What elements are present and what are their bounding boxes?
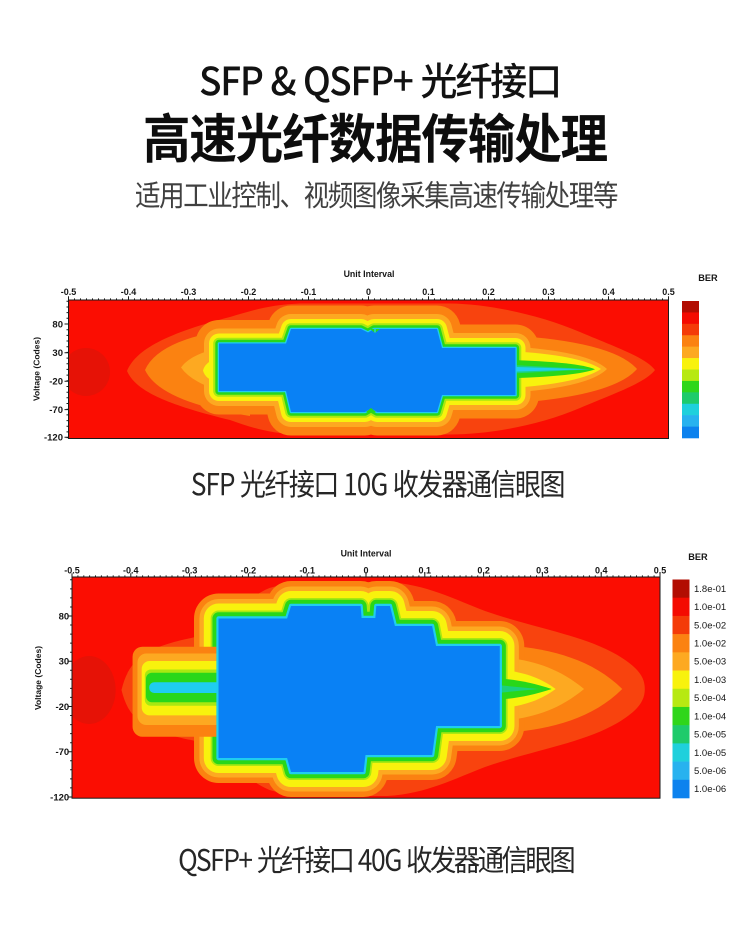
svg-text:5.0e-05: 5.0e-05 (694, 730, 726, 741)
svg-text:0.1: 0.1 (419, 566, 432, 576)
svg-text:5.0e-06: 5.0e-06 (694, 766, 726, 777)
svg-text:-0.5: -0.5 (61, 287, 77, 297)
svg-text:0.5: 0.5 (654, 566, 667, 576)
svg-text:BER: BER (688, 552, 708, 562)
svg-text:-0.4: -0.4 (121, 287, 137, 297)
svg-text:1.0e-06: 1.0e-06 (694, 784, 726, 795)
svg-text:Unit Interval: Unit Interval (341, 548, 392, 558)
svg-text:5.0e-02: 5.0e-02 (694, 620, 726, 631)
svg-text:0: 0 (366, 287, 371, 297)
svg-text:1.0e-01: 1.0e-01 (694, 602, 726, 613)
svg-text:80: 80 (59, 611, 70, 622)
svg-text:Voltage (Codes): Voltage (Codes) (33, 646, 43, 710)
svg-text:-0.4: -0.4 (123, 566, 139, 576)
svg-text:30: 30 (59, 657, 70, 668)
svg-text:80: 80 (52, 319, 63, 330)
svg-text:0.3: 0.3 (542, 287, 555, 297)
svg-text:-0.3: -0.3 (181, 287, 197, 297)
svg-text:0: 0 (363, 566, 368, 576)
svg-text:1.0e-05: 1.0e-05 (694, 748, 726, 759)
svg-text:1.0e-03: 1.0e-03 (694, 675, 726, 686)
svg-text:0.2: 0.2 (477, 566, 490, 576)
svg-text:-20: -20 (49, 377, 63, 388)
svg-text:-70: -70 (55, 747, 69, 758)
svg-text:1.8e-01: 1.8e-01 (694, 584, 726, 595)
svg-text:-0.1: -0.1 (299, 566, 315, 576)
svg-text:-0.5: -0.5 (64, 566, 80, 576)
svg-text:BER: BER (698, 273, 718, 283)
svg-text:0.1: 0.1 (422, 287, 435, 297)
svg-text:0.3: 0.3 (536, 566, 549, 576)
svg-text:1.0e-02: 1.0e-02 (694, 639, 726, 650)
svg-text:0.4: 0.4 (602, 287, 615, 297)
svg-text:1.0e-04: 1.0e-04 (694, 711, 726, 722)
svg-text:-0.2: -0.2 (241, 287, 257, 297)
svg-text:-20: -20 (55, 702, 69, 713)
svg-text:0.4: 0.4 (595, 566, 608, 576)
svg-text:Unit Interval: Unit Interval (344, 269, 395, 279)
svg-text:5.0e-03: 5.0e-03 (694, 657, 726, 668)
svg-text:5.0e-04: 5.0e-04 (694, 693, 726, 704)
svg-text:-0.2: -0.2 (241, 566, 257, 576)
svg-text:-0.3: -0.3 (182, 566, 198, 576)
svg-text:30: 30 (52, 348, 63, 359)
svg-text:0.5: 0.5 (662, 287, 675, 297)
svg-text:-120: -120 (44, 433, 63, 444)
svg-text:-70: -70 (49, 405, 63, 416)
svg-text:Voltage (Codes): Voltage (Codes) (32, 337, 42, 401)
svg-text:-120: -120 (50, 792, 69, 803)
svg-text:0.2: 0.2 (482, 287, 495, 297)
svg-text:-0.1: -0.1 (301, 287, 317, 297)
